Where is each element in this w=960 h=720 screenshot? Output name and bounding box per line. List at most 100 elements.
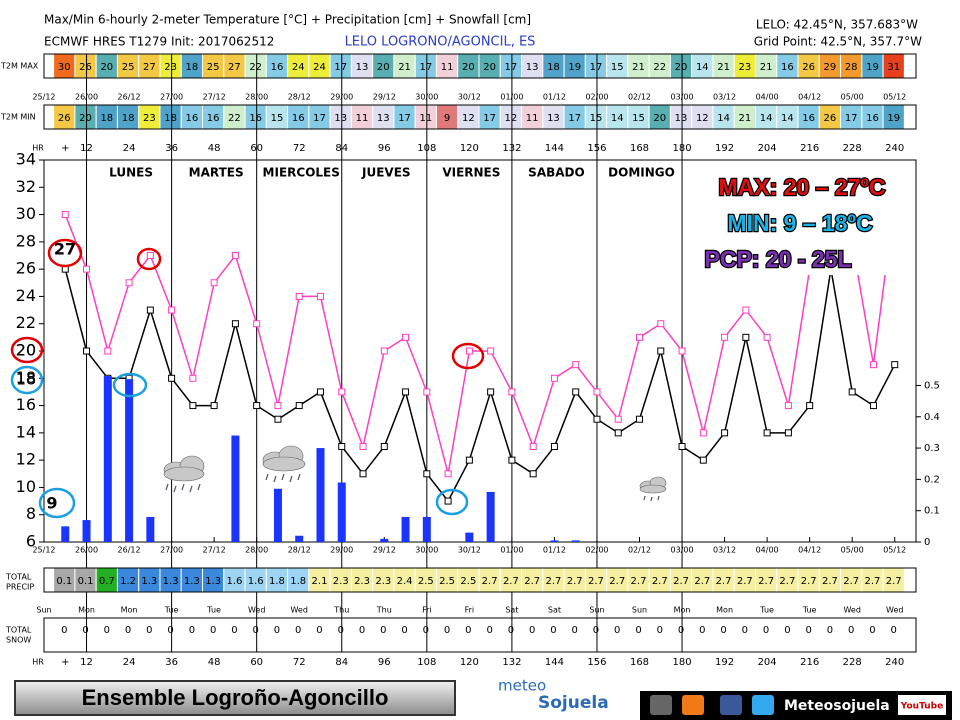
precip-cell-label: 2.7: [737, 576, 753, 587]
y-tick-label: 26: [16, 259, 36, 278]
temp-marker: [614, 429, 622, 437]
temp-cell-label: 26: [802, 62, 815, 73]
temp-cell-label: 19: [887, 113, 900, 124]
snow-cell-label: 0: [891, 625, 897, 636]
hr-tick-label: 48: [208, 143, 221, 154]
weekday-label: Wed: [886, 606, 903, 615]
facebook-icon: [720, 695, 742, 715]
precip-bar: [295, 535, 304, 542]
temp-cell-label: 15: [590, 113, 603, 124]
temp-cell-label: 16: [271, 62, 284, 73]
x-tick-label: 02/12: [628, 93, 651, 102]
temp-cell-label: 17: [590, 62, 603, 73]
temp-cell-label: 23: [738, 62, 751, 73]
hr-tick-label: 240: [885, 657, 904, 668]
hr-tick-label: 84: [335, 657, 348, 668]
hr-tick-label: 24: [123, 143, 136, 154]
snow-cell-label: 0: [848, 625, 854, 636]
hr-tick-label: 120: [460, 657, 479, 668]
weekday-label: Sun: [589, 606, 604, 615]
temp-marker: [338, 388, 346, 396]
temp-cell-label: 17: [398, 113, 411, 124]
hr-tick-label: 204: [758, 143, 777, 154]
y-tick-label: 32: [16, 177, 36, 196]
y-tick-label: 6: [26, 532, 36, 551]
temp-cell-label: 17: [845, 113, 858, 124]
hr-tick-label: 108: [417, 657, 436, 668]
camera-icon: [650, 695, 672, 715]
temp-marker: [274, 415, 282, 423]
temp-cell-label: 14: [781, 113, 794, 124]
temp-cell-label: 18: [164, 113, 177, 124]
weekday-label: Wed: [843, 606, 860, 615]
hr-tick-label: 24: [123, 657, 136, 668]
precip-bar: [146, 516, 155, 542]
snow-cell-label: 0: [252, 625, 258, 636]
snow-cell-label: 0: [316, 625, 322, 636]
precip-cell-label: 2.7: [865, 576, 881, 587]
y-tick-label: 12: [16, 450, 36, 469]
row-label: TOTAL: [5, 626, 32, 635]
snow-cell-label: 0: [295, 625, 301, 636]
temp-marker: [61, 211, 69, 219]
hr-tick-label: 204: [758, 657, 777, 668]
hr-tick-label: 72: [293, 657, 306, 668]
temp-cell-label: 13: [526, 62, 539, 73]
weekday-label: Fri: [465, 606, 475, 615]
temp-marker: [146, 252, 154, 259]
temp-marker: [83, 347, 91, 355]
y2-tick-label: 0.2: [924, 474, 940, 485]
hr-tick-label: 228: [843, 143, 862, 154]
temp-line: [64, 200, 896, 474]
temp-marker: [231, 252, 239, 259]
twitter-icon: [752, 695, 774, 715]
precip-cell-label: 2.4: [397, 576, 413, 587]
temp-marker: [636, 415, 644, 423]
hr-tick-label: 120: [460, 143, 479, 154]
y-tick-label: 34: [16, 150, 36, 169]
hr-tick-label: 144: [545, 657, 564, 668]
snow-cell-label: 0: [593, 625, 599, 636]
row-label: TOTAL: [5, 573, 32, 582]
x-tick-label: 04/12: [798, 93, 821, 102]
temp-marker: [657, 347, 665, 355]
hr-tick-label: 192: [715, 657, 734, 668]
day-name: JUEVES: [361, 166, 411, 180]
y2-tick-label: 0.4: [924, 412, 940, 423]
temp-cell-label: 26: [58, 113, 71, 124]
temp-marker: [359, 443, 367, 450]
precip-cell-label: 2.7: [673, 576, 689, 587]
weekday-label: Sun: [632, 606, 647, 615]
day-name: VIERNES: [442, 166, 500, 180]
temp-cell-label: 11: [441, 62, 454, 73]
snow-cell-label: 0: [210, 625, 216, 636]
day-name: MARTES: [189, 166, 244, 180]
precip-cell-label: 1.3: [184, 576, 200, 587]
hr-tick-label: +: [61, 657, 69, 668]
temp-cell-label: 15: [611, 62, 624, 73]
hr-tick-label: 180: [673, 657, 692, 668]
snow-cell-label: 0: [805, 625, 811, 636]
precip-cell-label: 2.7: [694, 576, 710, 587]
temp-marker: [550, 443, 558, 450]
temp-cell-label: 19: [866, 62, 879, 73]
temp-marker: [593, 388, 601, 396]
temp-cell-label: 20: [462, 62, 475, 73]
precip-bar: [337, 482, 346, 542]
temp-marker: [231, 320, 239, 328]
snow-cell-label: 0: [572, 625, 578, 636]
precip-bar: [422, 516, 431, 542]
temp-cell-label: 29: [824, 62, 837, 73]
temp-cell-label: 17: [483, 113, 496, 124]
x-tick-label: 05/12: [883, 546, 906, 555]
hr-tick-label: 132: [502, 657, 521, 668]
temp-cell-label: 15: [271, 113, 284, 124]
precip-cell-label: 2.7: [482, 576, 498, 587]
y2-tick-label: 0: [924, 537, 930, 548]
weekday-label: Mon: [121, 606, 138, 615]
hr-tick-label: 96: [378, 143, 391, 154]
temp-marker: [380, 347, 388, 355]
circle-label: 18: [16, 370, 36, 389]
temp-cell-label: 22: [249, 62, 262, 73]
temp-marker: [721, 429, 729, 437]
